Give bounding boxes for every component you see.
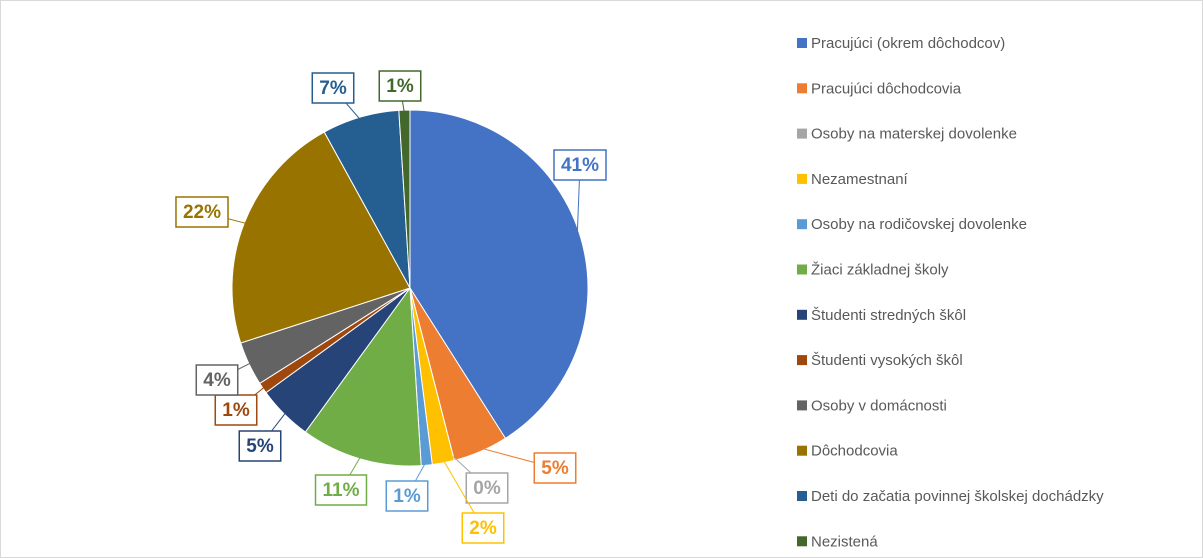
legend-label: Študenti vysokých škôl — [811, 352, 963, 369]
data-label-box — [378, 70, 422, 102]
legend-swatch — [797, 400, 807, 411]
data-label: 0% — [473, 478, 501, 499]
data-label-box — [461, 512, 505, 544]
data-label-box — [311, 72, 355, 104]
legend-label: Študenti stredných škôl — [811, 307, 966, 324]
legend-swatch — [797, 536, 807, 547]
data-label: 4% — [203, 370, 231, 391]
legend-label: Nezistená — [811, 533, 878, 550]
data-label-box — [195, 364, 239, 396]
data-label-box — [175, 196, 229, 228]
legend-label: Dôchodcovia — [811, 443, 898, 460]
data-label: 1% — [222, 400, 250, 421]
legend-swatch — [797, 173, 807, 184]
legend-swatch — [797, 355, 807, 366]
data-label-box — [314, 474, 368, 506]
legend-swatch — [797, 264, 807, 275]
legend-swatch — [797, 38, 807, 48]
legend-swatch — [797, 83, 807, 94]
data-label: 1% — [393, 486, 421, 507]
legend-swatch — [797, 219, 807, 230]
legend-label: Osoby v domácnosti — [811, 397, 947, 414]
legend-swatch — [797, 445, 807, 456]
data-label: 7% — [319, 78, 347, 99]
pie-slice — [398, 109, 411, 289]
data-label-box — [214, 394, 258, 426]
data-label: 2% — [469, 518, 497, 539]
legend-swatch — [797, 309, 807, 320]
data-label: 41% — [561, 155, 599, 176]
legend-label: Nezamestnaní — [811, 171, 909, 188]
data-label-box — [238, 430, 282, 462]
data-label-box — [465, 472, 509, 504]
legend-label: Osoby na materskej dovolenke — [811, 126, 1017, 143]
legend-swatch — [797, 491, 807, 501]
legend-label: Žiaci základnej školy — [811, 261, 949, 278]
data-label: 1% — [386, 76, 414, 97]
data-label: 5% — [541, 458, 569, 479]
data-label: 22% — [183, 202, 221, 223]
legend-label: Deti do začatia povinnej školskej dochád… — [811, 488, 1104, 505]
legend-swatch — [797, 128, 807, 139]
data-label: 5% — [246, 436, 274, 457]
pie-slice — [304, 286, 422, 467]
pie-slice — [409, 109, 589, 439]
data-label-box — [385, 480, 429, 512]
data-label-box — [553, 149, 607, 181]
legend-label: Osoby na rodičovskej dovolenke — [811, 216, 1027, 233]
legend-label: Pracujúci dôchodcovia — [811, 80, 962, 97]
legend-label: Pracujúci (okrem dôchodcov) — [811, 35, 1005, 52]
data-label-box — [533, 452, 577, 484]
data-label: 11% — [323, 480, 360, 501]
